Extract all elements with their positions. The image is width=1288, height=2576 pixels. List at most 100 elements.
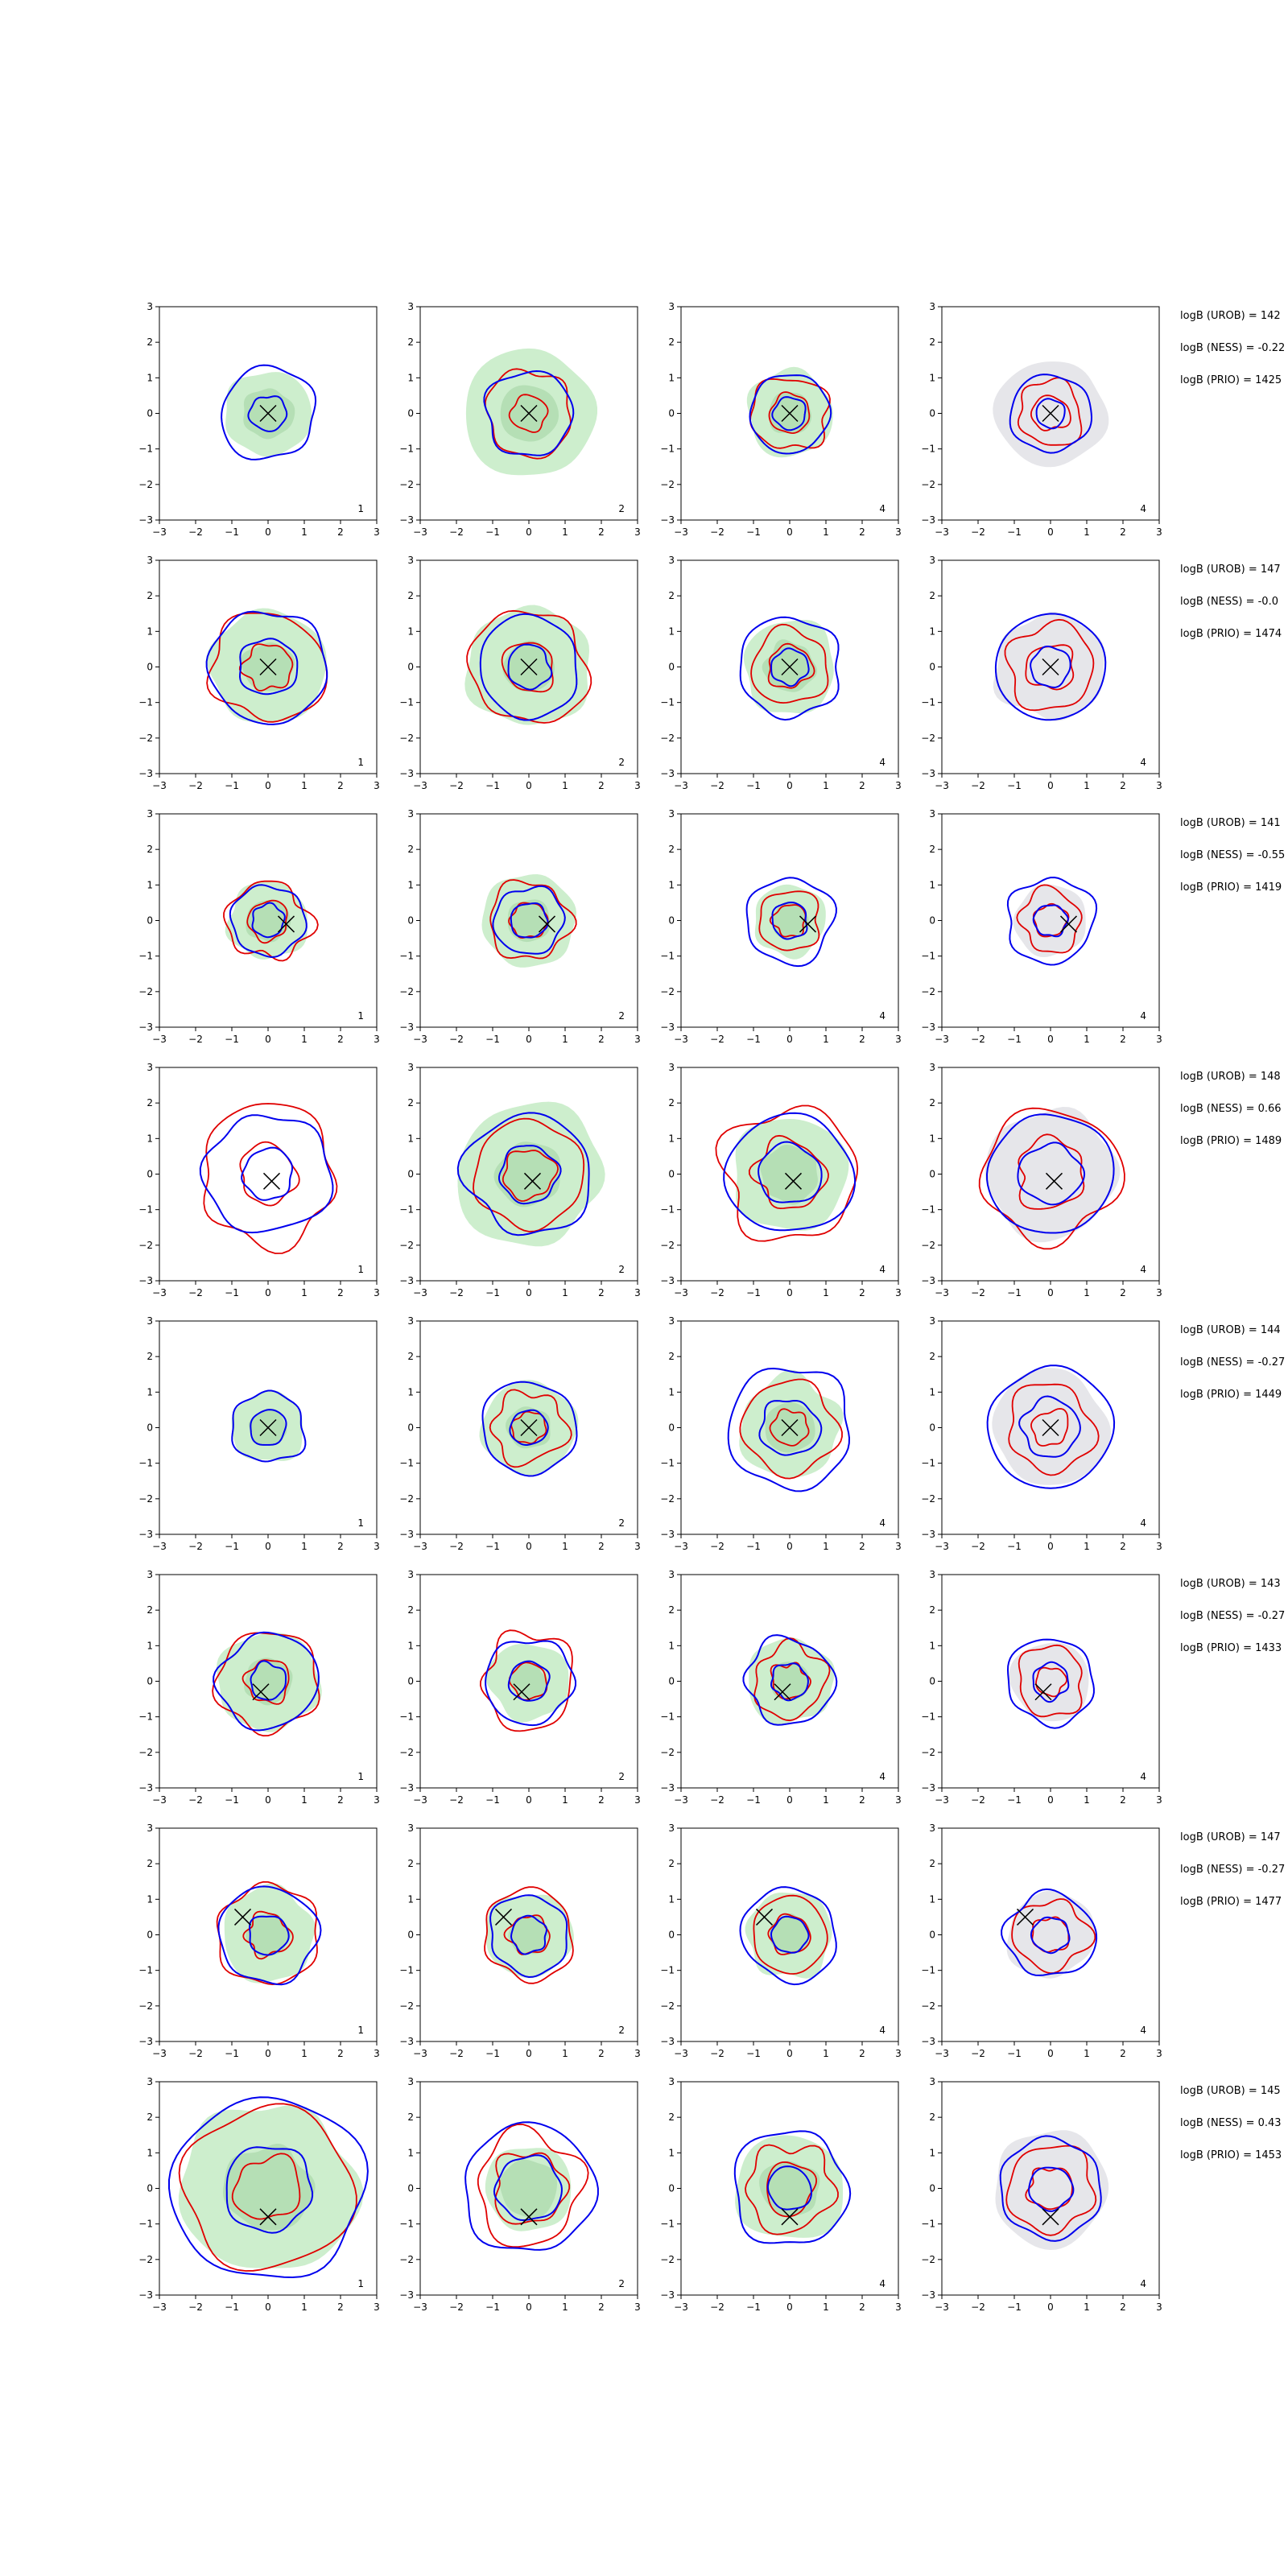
x-tick-label: −1 <box>746 780 761 791</box>
x-tick-label: −2 <box>188 780 203 791</box>
x-tick-label: 3 <box>895 526 902 538</box>
y-tick-label: 2 <box>407 590 414 601</box>
corner-label: 4 <box>879 1010 886 1022</box>
x-tick-label: 0 <box>526 2301 532 2313</box>
x-tick-label: 2 <box>598 1034 605 1045</box>
panel-r3-c2: −3 −2 −1 0 1 2 3 −3 −2 −1 0 1 2 3 2 <box>399 808 641 1045</box>
y-tick-label: 0 <box>407 915 414 927</box>
x-tick-label: −1 <box>1007 526 1022 538</box>
marker-x <box>1042 1418 1059 1437</box>
red-contour-level-1 <box>1017 377 1083 446</box>
x-tick-label: 2 <box>337 2048 344 2059</box>
blue-contour-level-1 <box>464 2121 599 2251</box>
marker-x <box>1042 2208 1059 2226</box>
blue-contour-level-2 <box>510 902 549 939</box>
y-tick-label: −1 <box>138 697 153 708</box>
panel-r7-c2: −3 −2 −1 0 1 2 3 −3 −2 −1 0 1 2 3 2 <box>399 1823 641 2059</box>
y-tick-label: 3 <box>929 1062 935 1073</box>
y-tick-label: −3 <box>660 2036 675 2047</box>
x-tick-label: −3 <box>935 1034 949 1045</box>
corner-label: 4 <box>1140 503 1146 514</box>
y-tick-label: −3 <box>138 1022 153 1033</box>
blue-contour-level-2 <box>250 1409 287 1446</box>
panel-r7-c4: −3 −2 −1 0 1 2 3 −3 −2 −1 0 1 2 3 4 <box>921 1823 1162 2059</box>
x-tick-label: 0 <box>1047 1287 1054 1298</box>
y-tick-label: −3 <box>399 1022 414 1033</box>
corner-label: 4 <box>879 1264 886 1275</box>
corner-label: 1 <box>357 1010 364 1022</box>
y-tick-label: 3 <box>407 2076 414 2087</box>
y-tick-label: 3 <box>407 301 414 312</box>
x-tick-label: 3 <box>374 1541 380 1552</box>
y-tick-label: −3 <box>399 1275 414 1286</box>
y-tick-label: −3 <box>138 514 153 526</box>
corner-label: 4 <box>879 757 886 768</box>
y-tick-label: −1 <box>921 951 935 962</box>
x-tick-label: 0 <box>526 780 532 791</box>
y-tick-label: 3 <box>147 1823 153 1834</box>
y-tick-label: 1 <box>407 372 414 383</box>
x-tick-label: −1 <box>746 526 761 538</box>
x-tick-label: 1 <box>823 2048 829 2059</box>
y-tick-label: −2 <box>660 1240 675 1251</box>
x-tick-label: −1 <box>225 2048 239 2059</box>
density-fill-level-1 <box>1013 884 1086 957</box>
blue-contour-level-1 <box>1009 374 1093 454</box>
red-contour-level-1 <box>489 879 577 960</box>
x-tick-label: −3 <box>152 1287 167 1298</box>
density-fill-level-1 <box>1009 1642 1089 1722</box>
y-tick-label: −2 <box>660 2254 675 2265</box>
blue-contour-level-1 <box>489 1894 568 1979</box>
blue-contour-level-2 <box>771 396 807 431</box>
y-tick-label: 0 <box>407 662 414 673</box>
corner-label: 2 <box>618 503 625 514</box>
x-tick-label: 0 <box>526 1287 532 1298</box>
red-contour-level-1 <box>978 1107 1125 1250</box>
y-tick-label: 0 <box>407 1676 414 1687</box>
x-tick-label: −3 <box>413 1287 427 1298</box>
y-tick-label: 1 <box>668 1133 675 1144</box>
x-tick-label: 3 <box>1156 2048 1162 2059</box>
x-tick-label: 2 <box>598 526 605 538</box>
y-tick-label: 2 <box>147 844 153 855</box>
density-fill-level-2 <box>770 1913 810 1955</box>
blue-contour-level-1 <box>485 1640 576 1727</box>
marker-x <box>781 658 799 676</box>
corner-label: 1 <box>357 1771 364 1782</box>
y-tick-label: −3 <box>660 1782 675 1794</box>
x-tick-label: 2 <box>598 1794 605 1806</box>
blue-contour-level-2 <box>1028 2166 1075 2212</box>
y-tick-label: −1 <box>660 697 675 708</box>
y-tick-label: 1 <box>407 1386 414 1397</box>
red-contour-level-1 <box>753 1637 831 1722</box>
y-tick-label: 3 <box>668 555 675 566</box>
blue-contour-level-1 <box>986 1364 1116 1489</box>
y-tick-label: −2 <box>399 2000 414 2012</box>
x-tick-label: 3 <box>634 2048 641 2059</box>
x-tick-label: −2 <box>188 526 203 538</box>
blue-contour-level-1 <box>733 2130 852 2244</box>
x-tick-label: 0 <box>526 1541 532 1552</box>
y-tick-label: 1 <box>668 1893 675 1905</box>
y-tick-label: 2 <box>929 1604 935 1616</box>
y-tick-label: −2 <box>921 479 935 490</box>
marker-x <box>277 915 295 933</box>
corner-label: 4 <box>879 2278 886 2289</box>
y-tick-label: 3 <box>147 555 153 566</box>
panel-r8-c3: −3 −2 −1 0 1 2 3 −3 −2 −1 0 1 2 3 4 <box>660 2076 902 2313</box>
y-tick-label: 1 <box>668 1640 675 1651</box>
red-contour-level-1 <box>223 880 319 962</box>
x-tick-label: −1 <box>746 1794 761 1806</box>
x-tick-label: −2 <box>710 1541 724 1552</box>
logb-annotation: logB (NESS) = -0.0 <box>1180 596 1278 608</box>
blue-contour-level-1 <box>231 1389 307 1463</box>
corner-label: 4 <box>1140 1010 1146 1022</box>
x-tick-label: −1 <box>1007 2048 1022 2059</box>
corner-label: 2 <box>618 1264 625 1275</box>
y-tick-label: 0 <box>147 1169 153 1180</box>
blue-contour-level-2 <box>238 638 299 696</box>
x-tick-label: −3 <box>152 1794 167 1806</box>
y-tick-label: −3 <box>921 2036 935 2047</box>
y-tick-label: −2 <box>399 1240 414 1251</box>
panel-r5-c1: −3 −2 −1 0 1 2 3 −3 −2 −1 0 1 2 3 1 <box>138 1315 380 1552</box>
